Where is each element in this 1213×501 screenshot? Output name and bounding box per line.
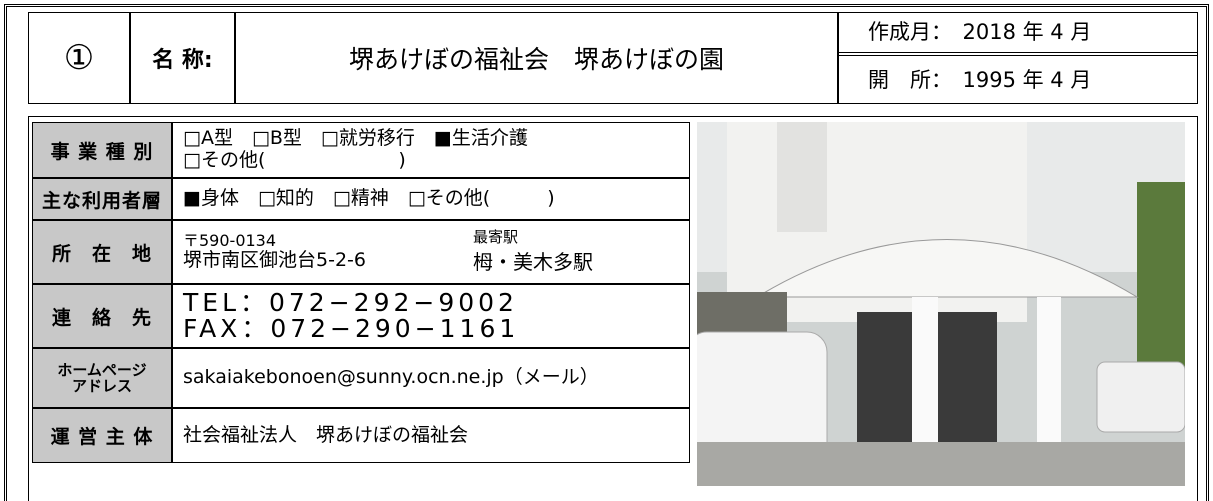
dates-box (838, 12, 1198, 104)
facility-name: 堺あけぼの福祉会 堺あけぼの園 (235, 12, 838, 104)
photo (697, 122, 1185, 486)
value-line: 〒590-0134 (183, 230, 277, 250)
label-line: ホームページ (57, 360, 147, 379)
opened-date: 開 所： 1995 年 4 月 (868, 68, 1092, 92)
row-label: 主な利用者層 (32, 178, 172, 220)
row-value: 社会福祉法人 堺あけぼの福祉会 (172, 408, 690, 463)
value-line: 堺市南区御池台5-2-6 (183, 249, 366, 272)
outer-frame (4, 4, 1209, 501)
value-line: TEL：072−292−9002 (183, 287, 518, 317)
row-value: 〒590-0134 堺市南区御池台5-2-6 最寄駅栂・美木多駅 (172, 220, 690, 284)
row-value: ■身体 □知的 □精神 □その他( ) (172, 178, 690, 220)
value-line: 社会福祉法人 堺あけぼの福祉会 (183, 423, 469, 446)
label-line: 所 在 地 (51, 242, 152, 265)
value-line: FAX：072−290−1161 (183, 314, 520, 343)
row-label: 運 営 主 体 (32, 408, 172, 463)
number: ① (28, 12, 130, 104)
created-date: 作成月： 2018 年 4 月 (838, 12, 1198, 56)
row-value: □A型 □B型 □就労移行 ■生活介護 □その他( ) (172, 122, 690, 178)
value-line: sakaiakebonoen@sunny.ocn.ne.jp（メール） (183, 366, 599, 389)
row-value: sakaiakebonoen@sunny.ocn.ne.jp（メール） (172, 348, 690, 408)
value-line: □その他( ) (183, 149, 406, 171)
label-line: 主な利用者層 (41, 189, 162, 212)
name-label: 名 称: (130, 12, 235, 104)
value-line: ■身体 □知的 □精神 □その他( ) (183, 187, 555, 210)
label-line: 運 営 主 体 (50, 426, 154, 448)
station-label: 最寄駅 (473, 228, 519, 246)
value-line: □A型 □B型 □就労移行 ■生活介護 (183, 127, 528, 150)
label-line: アドレス (71, 377, 132, 395)
station: 栂・美木多駅 (473, 250, 593, 274)
label-line: 連 絡 先 (51, 306, 152, 329)
row-label: ホームページ アドレス (32, 348, 172, 408)
row-value: TEL：072−292−9002 FAX：072−290−1161 (172, 284, 690, 348)
row-label: 連 絡 先 (32, 284, 172, 348)
row-label: 所 在 地 (32, 220, 172, 284)
body-frame (28, 116, 1198, 501)
row-label: 事 業 種 別 (32, 122, 172, 178)
label-line: 事 業 種 別 (50, 140, 154, 163)
